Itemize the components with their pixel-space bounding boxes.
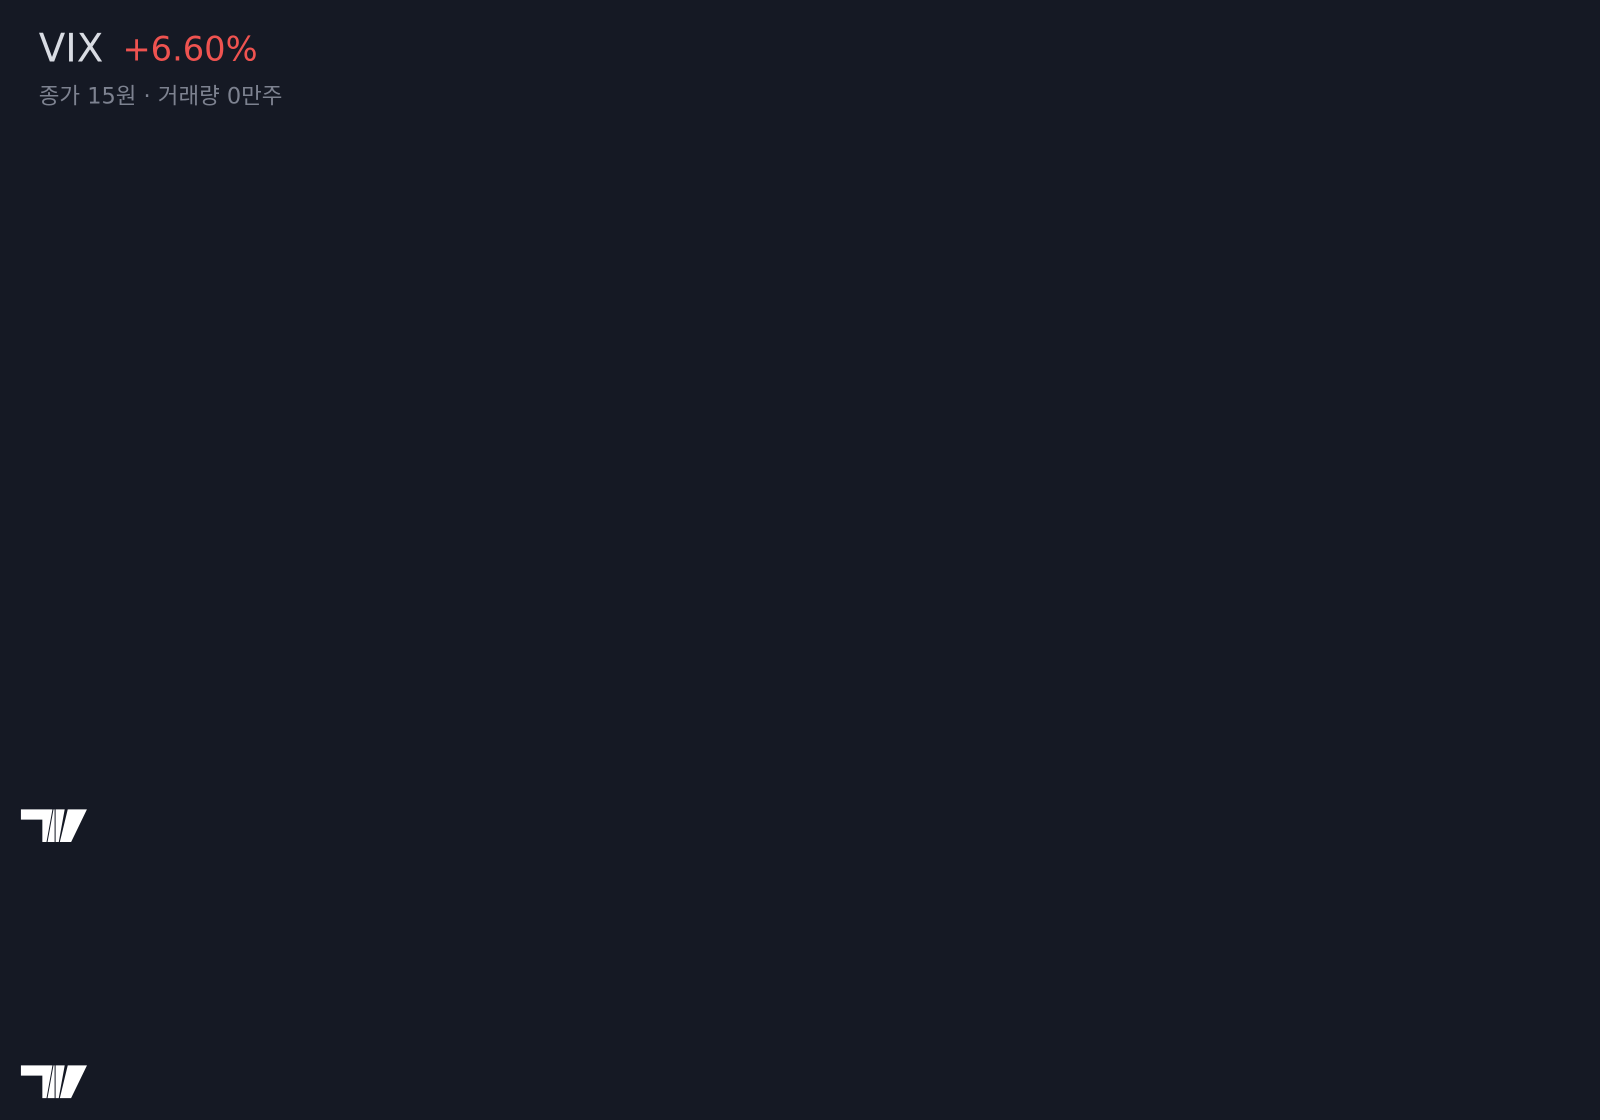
watermark-logo [19, 808, 89, 1100]
price-change: +6.60% [122, 30, 257, 69]
chart-title: VIX [39, 27, 103, 72]
chart-subtitle: 종가 15원 · 거래량 0만주 [39, 83, 283, 109]
logo [19, 808, 89, 844]
logo [19, 1064, 89, 1100]
